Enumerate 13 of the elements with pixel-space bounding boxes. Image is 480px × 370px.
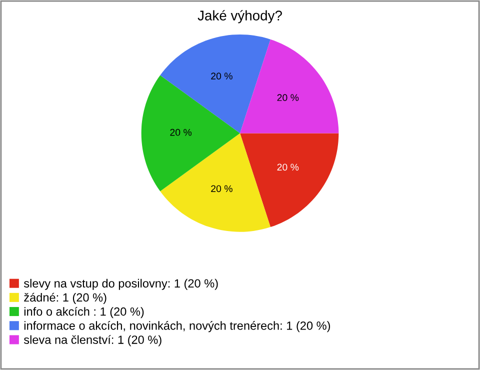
- legend-label: žádné: 1 (20 %): [24, 292, 106, 304]
- pie-slice: [240, 39, 339, 134]
- pie-slice: [240, 133, 339, 228]
- legend-label: slevy na vstup do posilovny: 1 (20 %): [24, 278, 218, 290]
- data-label: 20 %: [211, 185, 232, 192]
- legend-label: informace o akcích, novinkách, nových trenérech: 1 (20 %): [24, 321, 330, 332]
- data-label: 20 %: [277, 94, 299, 102]
- data-label: 20 %: [211, 72, 232, 80]
- data-label: 20 %: [277, 164, 299, 171]
- legend-label: info o akcích : 1 (20 %): [24, 306, 144, 318]
- chart-title: Jaké výhody?: [198, 10, 282, 24]
- legend-label: sleva na členství: 1 (20 %): [24, 335, 162, 346]
- data-label: 20 %: [170, 128, 192, 136]
